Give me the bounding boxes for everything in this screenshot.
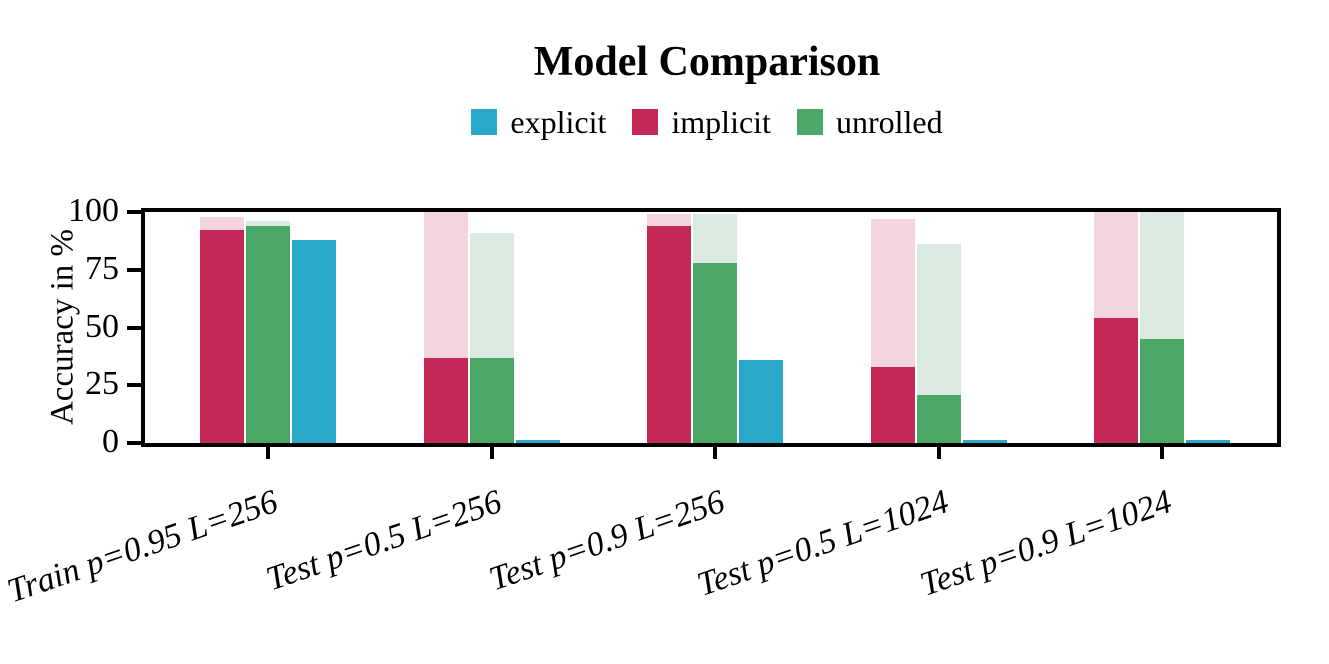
legend-item-unrolled: unrolled — [796, 104, 943, 140]
x-tick — [1160, 447, 1164, 459]
bar-implicit — [870, 366, 915, 443]
y-tick — [127, 267, 141, 272]
x-tick-label: Test p=0.5 L=256 — [261, 483, 506, 599]
legend-label-unrolled: unrolled — [835, 104, 943, 140]
y-tick-label: 100 — [68, 192, 119, 229]
bar-implicit — [647, 225, 691, 443]
legend: explicit implicit unrolled — [141, 106, 1273, 138]
y-tick-label: 25 — [85, 365, 119, 403]
x-tick-label: Test p=0.9 L=256 — [484, 483, 730, 599]
y-tick — [127, 325, 141, 330]
x-tick-label: Train p=0.95 L=256 — [2, 483, 283, 611]
y-tick-label: 0 — [102, 423, 119, 460]
bar-explicit — [962, 439, 1007, 443]
legend-swatch-implicit — [632, 109, 659, 135]
plot-area: 0 25 50 75 100 Train p=0.95 L=256 Test p=0.5 L… — [3, 194, 1281, 610]
bar-unrolled — [469, 357, 514, 443]
bar-explicit — [739, 359, 783, 443]
y-axis-label: Accuracy in % — [44, 228, 81, 426]
bar-unrolled — [916, 394, 961, 443]
bar-implicit — [200, 230, 244, 443]
x-tick-label: Test p=0.5 L=1024 — [692, 483, 953, 604]
bar-unrolled — [693, 262, 737, 443]
legend-swatch-unrolled — [796, 109, 823, 135]
chart-title: Model Comparison — [533, 39, 881, 85]
y-tick — [127, 210, 141, 214]
x-tick-label: Test p=0.9 L=1024 — [915, 483, 1177, 604]
y-tick — [127, 441, 141, 445]
y-tick-label: 50 — [85, 307, 119, 345]
bar-explicit — [1186, 439, 1230, 443]
x-tick — [713, 447, 717, 459]
bar-unrolled — [1140, 339, 1184, 443]
legend-swatch-explicit — [471, 109, 498, 135]
legend-label-explicit: explicit — [510, 104, 607, 140]
y-tick — [127, 383, 141, 388]
legend-item-explicit: explicit — [471, 106, 606, 138]
bar-implicit — [1094, 318, 1138, 443]
legend-label-implicit: implicit — [671, 104, 771, 140]
bar-implicit — [423, 357, 468, 443]
x-tick — [936, 447, 941, 459]
legend-item-implicit: implicit — [632, 106, 771, 138]
x-tick — [266, 447, 270, 459]
bar-explicit — [515, 439, 560, 443]
x-tick — [489, 447, 494, 459]
bar-unrolled — [246, 225, 290, 443]
y-tick-label: 75 — [85, 249, 119, 287]
bar-explicit — [292, 239, 336, 443]
